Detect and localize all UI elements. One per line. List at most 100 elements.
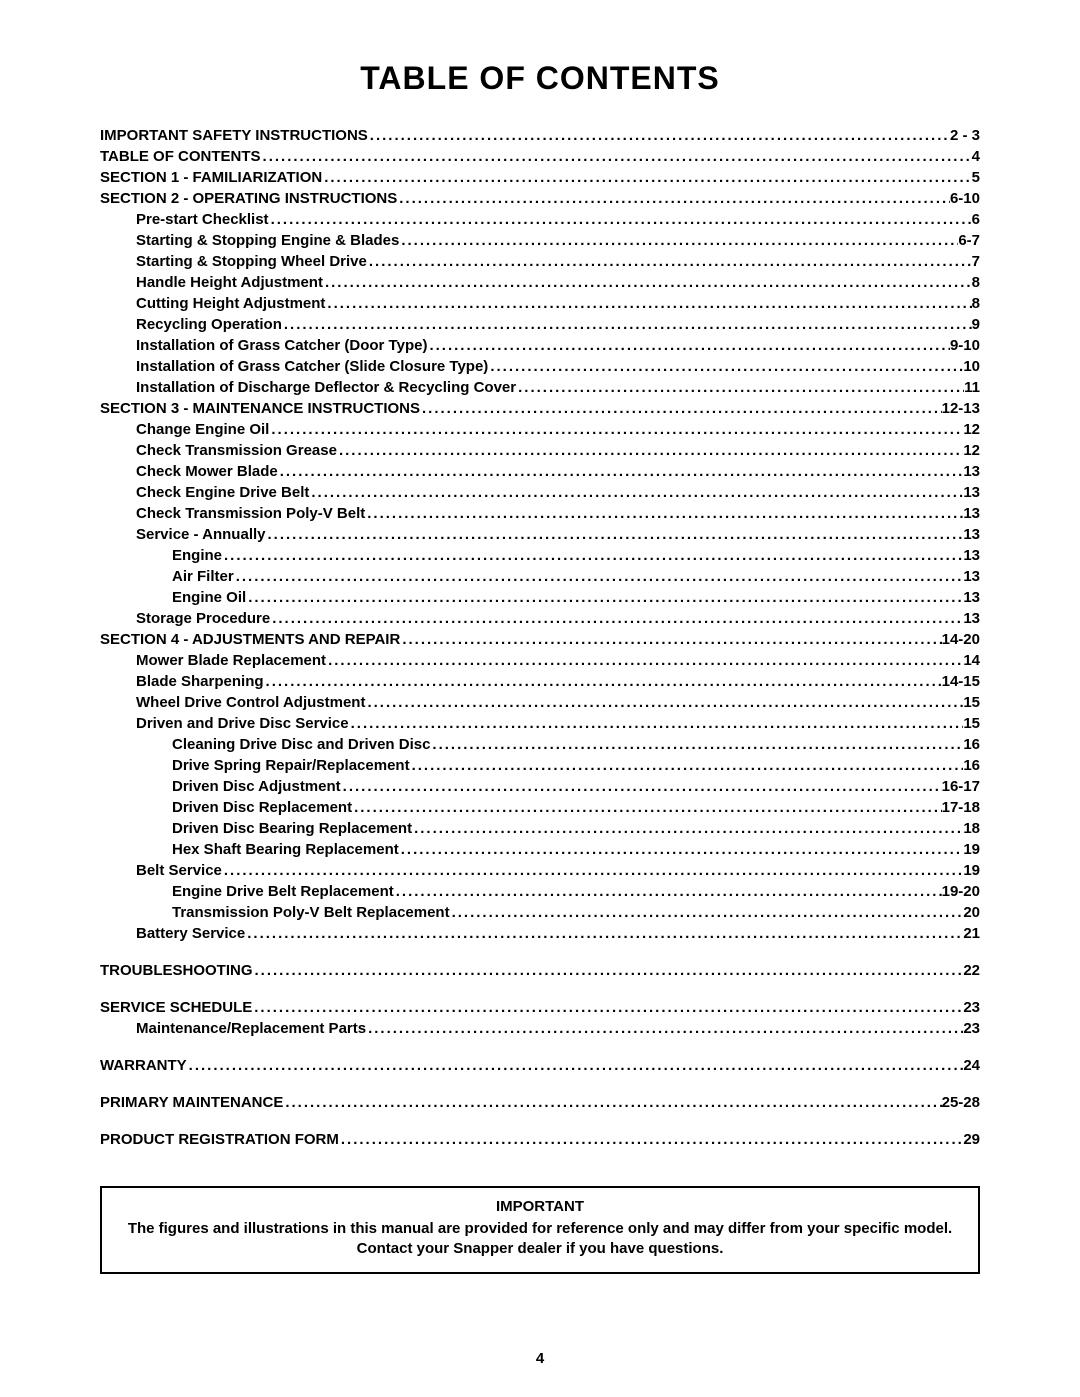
toc-label: Starting & Stopping Engine & Blades [136, 230, 399, 251]
toc-row: Installation of Grass Catcher (Slide Clo… [100, 356, 980, 377]
toc-page: 13 [963, 482, 980, 503]
toc-row: Cleaning Drive Disc and Driven Disc16 [100, 734, 980, 755]
toc-label: Check Transmission Poly-V Belt [136, 503, 365, 524]
toc-page: 19-20 [942, 881, 980, 902]
toc-row: Installation of Discharge Deflector & Re… [100, 377, 980, 398]
toc-gap [100, 1076, 980, 1092]
toc-leader-dots [266, 524, 964, 545]
toc-page: 6-10 [950, 188, 980, 209]
toc-label: Engine [172, 545, 222, 566]
toc-leader-dots [325, 293, 971, 314]
toc-label: SECTION 4 - ADJUSTMENTS AND REPAIR [100, 629, 400, 650]
toc-row: Installation of Grass Catcher (Door Type… [100, 335, 980, 356]
toc-label: Blade Sharpening [136, 671, 264, 692]
toc-gap [100, 944, 980, 960]
toc-leader-dots [283, 1092, 941, 1113]
table-of-contents: IMPORTANT SAFETY INSTRUCTIONS 2 - 3TABLE… [100, 125, 980, 1150]
toc-leader-dots [339, 1129, 963, 1150]
toc-row: PRODUCT REGISTRATION FORM29 [100, 1129, 980, 1150]
toc-label: IMPORTANT SAFETY INSTRUCTIONS [100, 125, 368, 146]
toc-row: Belt Service19 [100, 860, 980, 881]
toc-label: SECTION 3 - MAINTENANCE INSTRUCTIONS [100, 398, 420, 419]
toc-page: 13 [963, 524, 980, 545]
toc-leader-dots [234, 566, 964, 587]
toc-page: 29 [963, 1129, 980, 1150]
toc-row: Drive Spring Repair/Replacement16 [100, 755, 980, 776]
toc-label: Change Engine Oil [136, 419, 269, 440]
toc-page: 13 [963, 608, 980, 629]
toc-page: 15 [963, 692, 980, 713]
toc-page: 17-18 [942, 797, 980, 818]
toc-gap [100, 1113, 980, 1129]
toc-label: Service - Annually [136, 524, 266, 545]
toc-row: Starting & Stopping Wheel Drive7 [100, 251, 980, 272]
toc-page: 13 [963, 566, 980, 587]
toc-leader-dots [264, 671, 942, 692]
toc-page: 23 [963, 997, 980, 1018]
toc-page: 12-13 [942, 398, 980, 419]
toc-page: 4 [972, 146, 980, 167]
toc-label: PRIMARY MAINTENANCE [100, 1092, 283, 1113]
toc-leader-dots [253, 960, 964, 981]
toc-row: Service - Annually 13 [100, 524, 980, 545]
toc-row: Maintenance/Replacement Parts23 [100, 1018, 980, 1039]
toc-row: SECTION 1 - FAMILIARIZATION5 [100, 167, 980, 188]
toc-label: Check Transmission Grease [136, 440, 337, 461]
toc-row: Wheel Drive Control Adjustment15 [100, 692, 980, 713]
toc-row: Engine Oil13 [100, 587, 980, 608]
toc-label: Mower Blade Replacement [136, 650, 326, 671]
toc-page: 13 [963, 461, 980, 482]
toc-row: Recycling Operation9 [100, 314, 980, 335]
toc-leader-dots [187, 1055, 964, 1076]
toc-gap [100, 1039, 980, 1055]
toc-page: 6 [972, 209, 980, 230]
toc-row: Transmission Poly-V Belt Replacement20 [100, 902, 980, 923]
toc-label: Engine Drive Belt Replacement [172, 881, 394, 902]
toc-row: SERVICE SCHEDULE23 [100, 997, 980, 1018]
toc-label: Air Filter [172, 566, 234, 587]
toc-row: Driven Disc Replacement 17-18 [100, 797, 980, 818]
toc-row: SECTION 4 - ADJUSTMENTS AND REPAIR 14-20 [100, 629, 980, 650]
toc-page: 9-10 [950, 335, 980, 356]
toc-label: Hex Shaft Bearing Replacement [172, 839, 399, 860]
toc-page: 13 [963, 545, 980, 566]
toc-leader-dots [282, 314, 972, 335]
toc-page: 5 [972, 167, 980, 188]
toc-leader-dots [352, 797, 942, 818]
toc-page: 14-15 [942, 671, 980, 692]
toc-leader-dots [430, 734, 963, 755]
toc-label: Engine Oil [172, 587, 246, 608]
toc-row: SECTION 2 - OPERATING INSTRUCTIONS 6-10 [100, 188, 980, 209]
toc-row: Storage Procedure13 [100, 608, 980, 629]
toc-page: 13 [963, 503, 980, 524]
toc-leader-dots [399, 230, 958, 251]
toc-label: WARRANTY [100, 1055, 187, 1076]
toc-leader-dots [410, 755, 964, 776]
toc-label: SECTION 2 - OPERATING INSTRUCTIONS [100, 188, 397, 209]
toc-leader-dots [488, 356, 963, 377]
toc-page: 2 - 3 [950, 125, 980, 146]
toc-row: PRIMARY MAINTENANCE 25-28 [100, 1092, 980, 1113]
toc-leader-dots [516, 377, 964, 398]
toc-label: Battery Service [136, 923, 245, 944]
toc-row: SECTION 3 - MAINTENANCE INSTRUCTIONS 12-… [100, 398, 980, 419]
toc-label: Driven and Drive Disc Service [136, 713, 349, 734]
important-box: Important The figures and illustrations … [100, 1186, 980, 1274]
toc-row: IMPORTANT SAFETY INSTRUCTIONS 2 - 3 [100, 125, 980, 146]
toc-row: Air Filter 13 [100, 566, 980, 587]
toc-page: 12 [963, 440, 980, 461]
toc-leader-dots [365, 692, 963, 713]
toc-page: 23 [963, 1018, 980, 1039]
toc-label: Transmission Poly-V Belt Replacement [172, 902, 450, 923]
toc-leader-dots [278, 461, 964, 482]
toc-page: 25-28 [942, 1092, 980, 1113]
toc-leader-dots [341, 776, 942, 797]
toc-leader-dots [366, 1018, 963, 1039]
toc-row: Battery Service21 [100, 923, 980, 944]
toc-row: TROUBLESHOOTING22 [100, 960, 980, 981]
toc-leader-dots [427, 335, 950, 356]
toc-label: TABLE OF CONTENTS [100, 146, 261, 167]
toc-leader-dots [222, 860, 963, 881]
toc-label: Driven Disc Replacement [172, 797, 352, 818]
toc-page: 24 [963, 1055, 980, 1076]
